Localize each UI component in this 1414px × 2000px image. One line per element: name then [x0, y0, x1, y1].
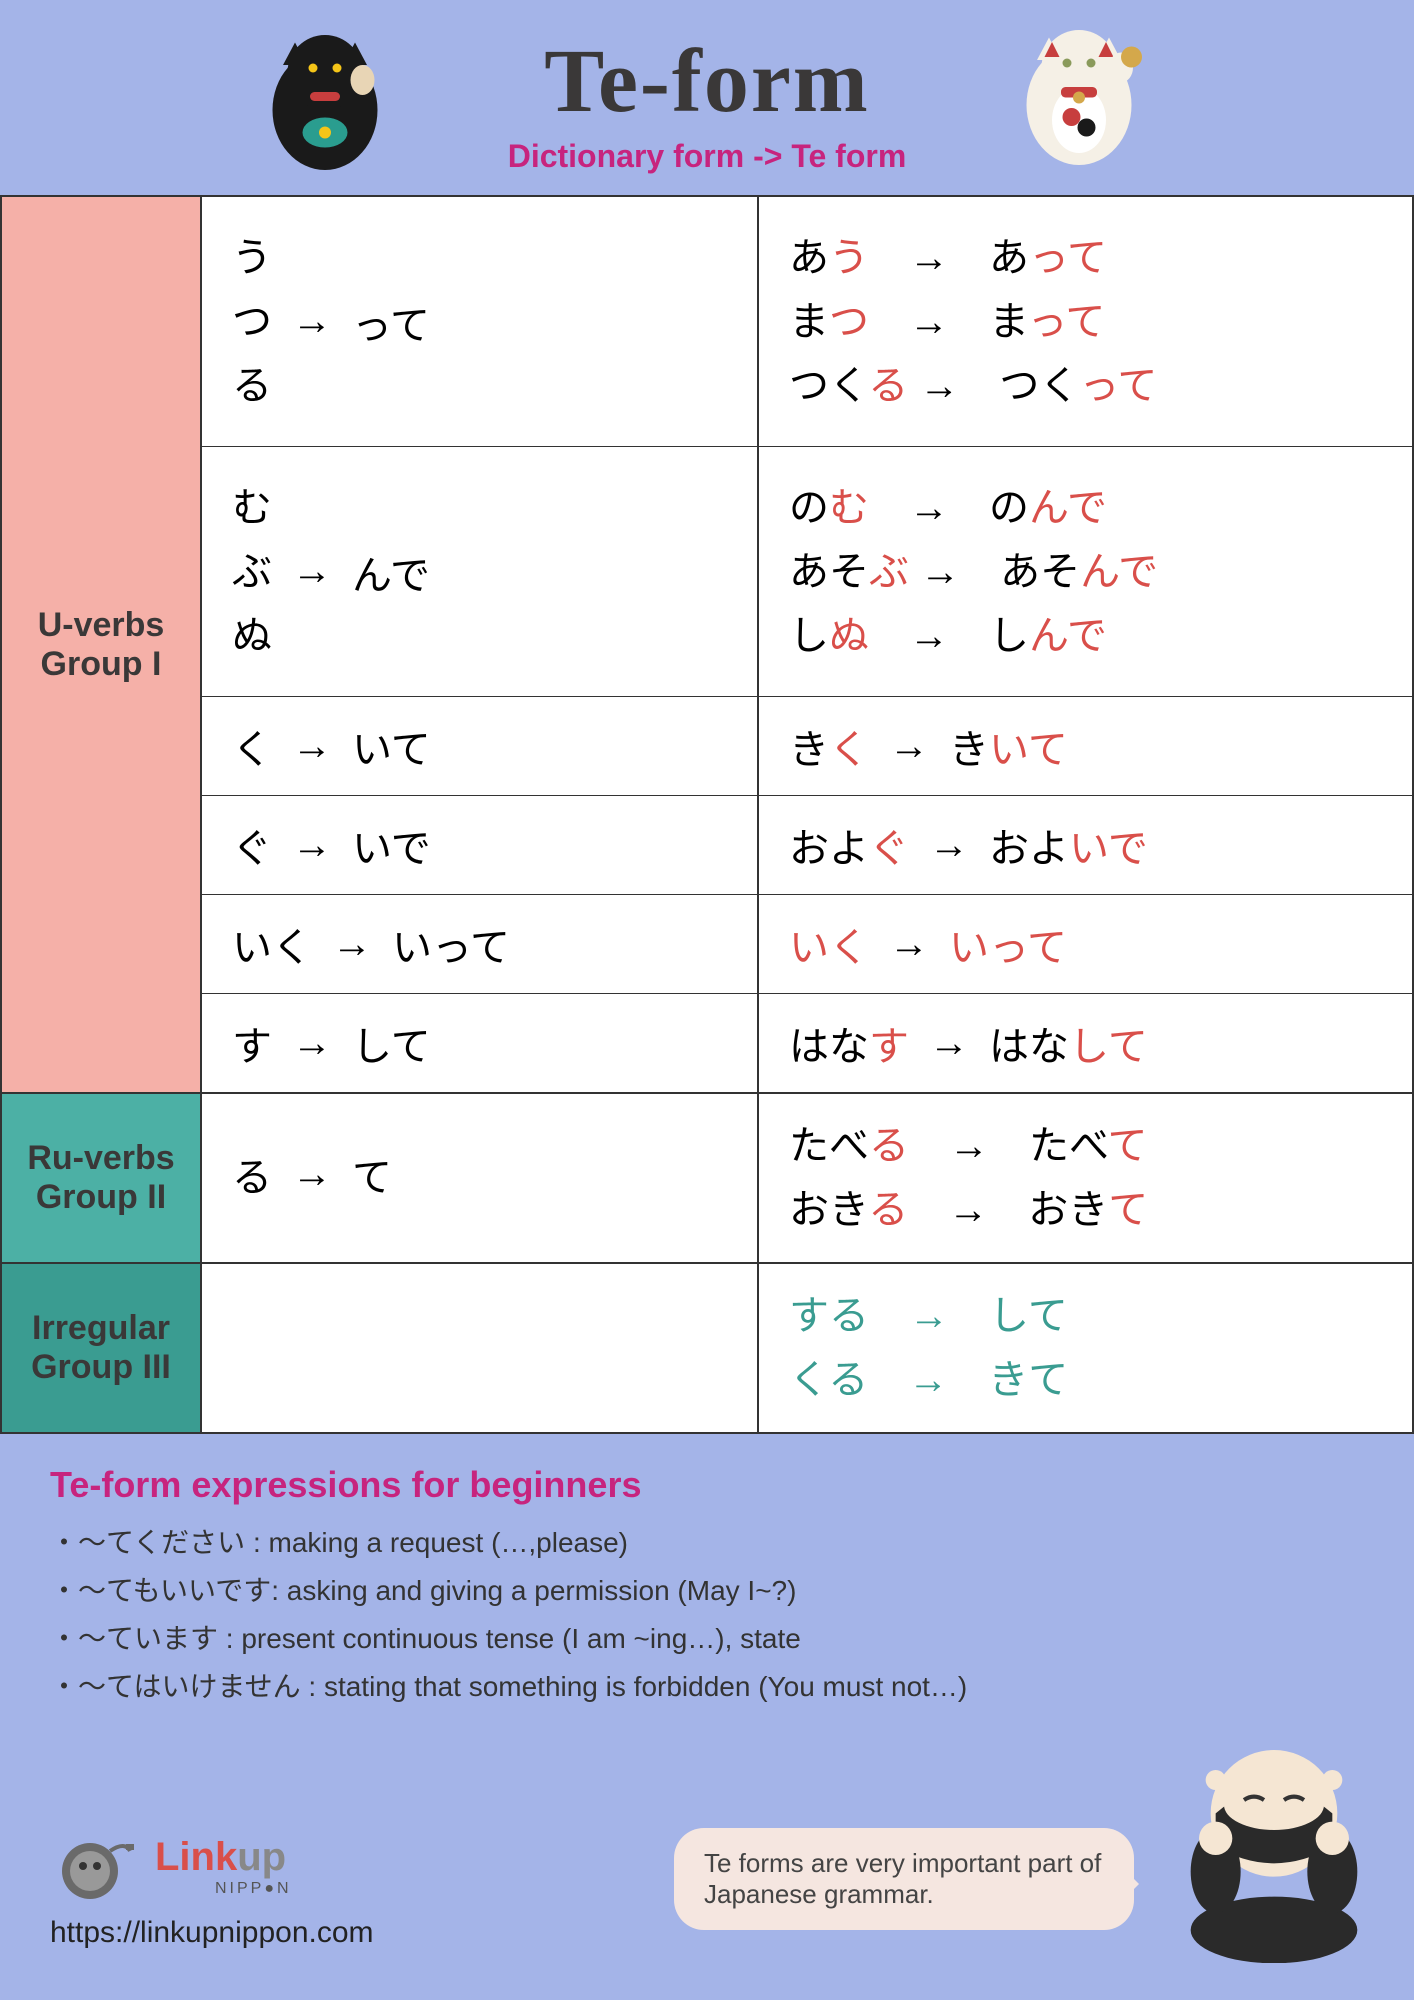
ex-mubunu: のむ → のんで あそぶ → あそんで しぬ → しんで	[759, 447, 1412, 697]
logo-area: Linkup NIPP●N https://linkupnippon.com	[50, 1826, 374, 1950]
page-title: Te-form	[0, 30, 1414, 133]
header: Te-form Dictionary form -> Te form	[0, 0, 1414, 195]
expression-item: ・～てください : making a request (…,please)	[50, 1521, 1364, 1561]
group2-section: Ru-verbs Group II る→て たべる → たべて おきる → おき…	[0, 1092, 1414, 1262]
ex-su: はなす→はなして	[759, 994, 1412, 1092]
rule-irr	[202, 1264, 757, 1424]
rule-utsu-ru: うつる →って	[202, 197, 757, 447]
rule-su: す→して	[202, 994, 757, 1092]
rule-ku: く→いて	[202, 697, 757, 796]
rule-gu: ぐ→いで	[202, 796, 757, 895]
ex-ku: きく→きいて	[759, 697, 1412, 796]
speech-bubble: Te forms are very important part of Japa…	[674, 1828, 1134, 1930]
ex-utsu-ru: あう → あって まつ → まって つくる → つくって	[759, 197, 1412, 447]
ex-irr: する → して くる → きて	[759, 1264, 1412, 1432]
expressions-title: Te-form expressions for beginners	[50, 1464, 1364, 1506]
expression-item: ・～てもいいです: asking and giving a permission…	[50, 1569, 1364, 1609]
rule-ru: る→て	[202, 1094, 757, 1254]
website-url: https://linkupnippon.com	[50, 1916, 374, 1950]
monkey-logo-icon	[50, 1826, 140, 1906]
group2-label: Ru-verbs Group II	[2, 1094, 202, 1262]
expression-item: ・～てはいけません : stating that something is fo…	[50, 1665, 1364, 1705]
group1-section: U-verbs Group I うつる →って むぶぬ →んで く→いて ぐ→い…	[0, 195, 1414, 1092]
expressions-section: Te-form expressions for beginners ・～てくださ…	[0, 1434, 1414, 1743]
logo-text-2: up	[237, 1835, 286, 1879]
rule-iku: いく→いって	[202, 895, 757, 994]
logo-sub: NIPP●N	[215, 1880, 292, 1898]
rule-mubunu: むぶぬ →んで	[202, 447, 757, 697]
page-subtitle: Dictionary form -> Te form	[0, 138, 1414, 175]
ex-iku: いく→いって	[759, 895, 1412, 994]
group3-section: Irregular Group III する → して くる → きて	[0, 1262, 1414, 1434]
white-cat-icon	[1004, 15, 1154, 185]
ex-gu: およぐ→およいで	[759, 796, 1412, 895]
black-cat-icon	[250, 20, 400, 190]
ex-ru: たべる → たべて おきる → おきて	[759, 1094, 1412, 1262]
logo-text-1: Link	[155, 1835, 237, 1879]
expression-item: ・～ています : present continuous tense (I am …	[50, 1617, 1364, 1657]
group3-label: Irregular Group III	[2, 1264, 202, 1432]
group1-label: U-verbs Group I	[2, 197, 202, 1092]
ninja-icon	[1174, 1730, 1374, 1970]
